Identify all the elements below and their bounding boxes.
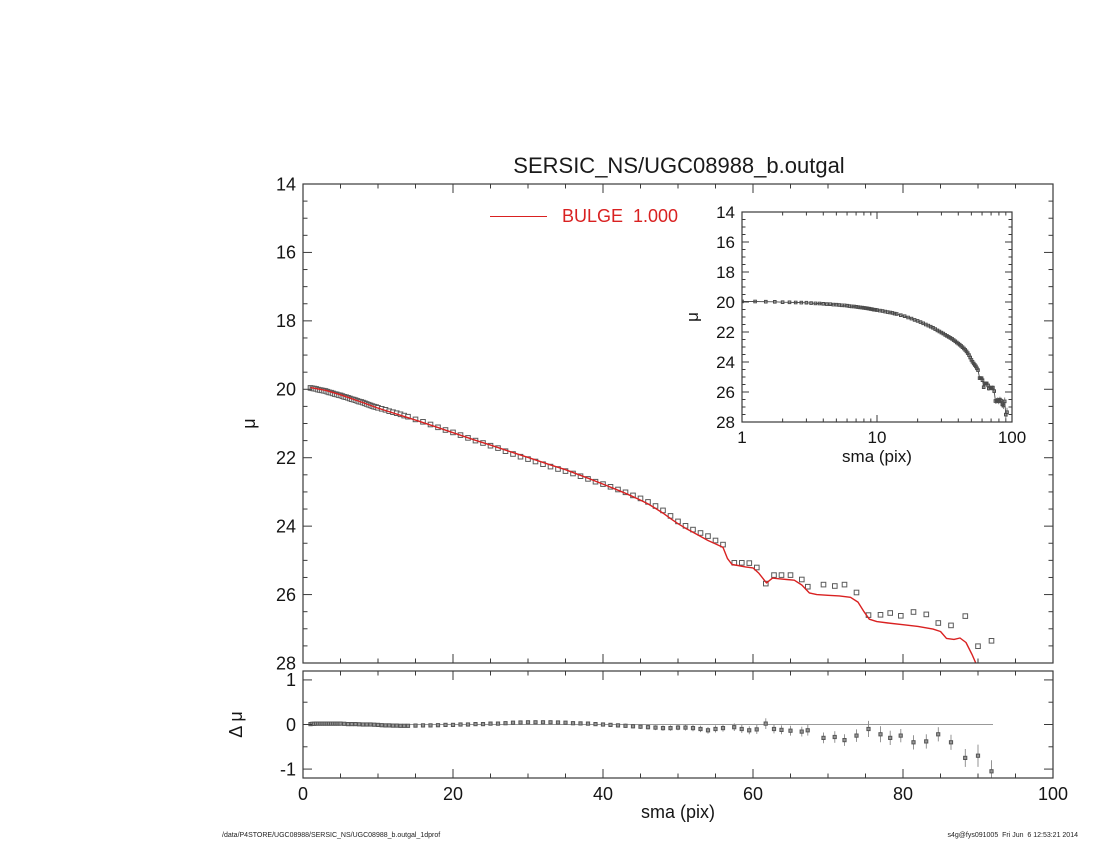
inset-tick-labels: 1 10 100 14 16 18 20 22 24 26 28 sma (pix) μ [683,203,1026,466]
svg-text:26: 26 [276,585,296,605]
main-ticks [302,183,1054,664]
svg-text:Δ μ: Δ μ [226,711,246,737]
footer-file-path: /data/P4STORE/UGC08988/SERSIC_NS/UGC0898… [222,832,441,839]
svg-text:0: 0 [286,715,296,735]
svg-text:28: 28 [276,653,296,673]
svg-text:16: 16 [276,243,296,263]
svg-text:sma (pix): sma (pix) [641,802,715,822]
svg-text:0: 0 [298,784,308,804]
footer-user-timestamp: s4g@fys091005 Fri Jun 6 12:53:21 2014 [947,832,1078,839]
svg-text:22: 22 [276,448,296,468]
svg-text:24: 24 [276,516,296,536]
svg-text:80: 80 [893,784,913,804]
svg-text:24: 24 [716,353,735,372]
inset-panel: 1 10 100 14 16 18 20 22 24 26 28 sma (pix) μ [683,203,1026,466]
svg-text:22: 22 [716,323,735,342]
svg-text:60: 60 [743,784,763,804]
svg-text:14: 14 [716,203,735,222]
svg-text:18: 18 [716,263,735,282]
svg-text:16: 16 [716,233,735,252]
svg-text:20: 20 [443,784,463,804]
svg-text:18: 18 [276,311,296,331]
svg-text:μ: μ [239,418,259,428]
svg-text:10: 10 [868,428,887,447]
svg-text:1: 1 [737,428,746,447]
svg-text:100: 100 [998,428,1026,447]
svg-text:μ: μ [683,312,702,322]
residuals-series-residual [308,718,994,778]
main-frame [302,183,1054,664]
svg-text:sma (pix): sma (pix) [842,447,912,466]
main-panel: 14 16 18 20 22 24 26 28 μ [239,174,1054,673]
svg-text:28: 28 [716,413,735,432]
svg-text:20: 20 [716,293,735,312]
inset-frame [741,211,1013,423]
bulge-legend-line-swatch [490,216,547,217]
svg-text:100: 100 [1038,784,1068,804]
residual-ticks [302,671,1054,778]
model-series-main [310,386,977,663]
page-title: SERSIC_NS/UGC08988_b.outgal [513,153,845,178]
main-tick-labels: 14 16 18 20 22 24 26 28 μ [239,174,296,673]
svg-text:40: 40 [593,784,613,804]
svg-text:20: 20 [276,380,296,400]
svg-text:-1: -1 [280,759,296,779]
inset-ticks [741,211,1013,423]
bulge-legend-label: BULGE 1.000 [562,206,679,226]
svg-text:1: 1 [286,670,296,690]
svg-text:14: 14 [276,174,296,194]
observed-series-inset [742,299,1009,419]
observed-series-main [307,385,995,650]
svg-text:26: 26 [716,383,735,402]
